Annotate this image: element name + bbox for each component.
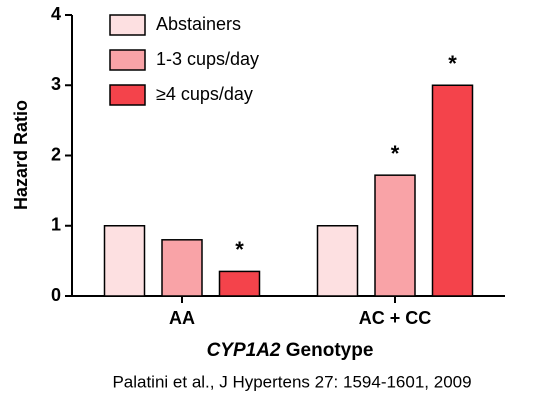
legend-label: 1-3 cups/day [156,49,259,69]
x-axis-label: CYP1A2 Genotype [207,340,374,361]
y-tick-label: 0 [51,285,61,305]
x-axis-label-gene: CYP1A2 [207,340,281,361]
legend-label: Abstainers [156,14,241,34]
y-tick-label: 2 [51,144,61,164]
bar [316,225,359,297]
legend-swatch [109,84,146,106]
legend-swatch [109,14,146,36]
bar [161,239,203,297]
y-tick-label: 4 [51,4,61,24]
legend-swatch [109,49,146,71]
y-tick-label: 1 [51,215,61,235]
annotation: * [235,237,244,262]
annotation: * [448,51,457,76]
annotation: * [391,141,400,166]
x-tick-label: AC + CC [359,308,432,328]
y-tick-label: 3 [51,74,61,94]
bar [431,84,474,297]
bar [103,225,146,297]
bar [374,174,416,297]
legend-label: ≥4 cups/day [156,84,253,104]
x-tick-label: AA [169,308,195,328]
y-axis-label: Hazard Ratio [11,100,31,210]
source: Palatini et al., J Hypertens 27: 1594-16… [112,372,471,391]
x-axis-label-text: Genotype [286,340,374,361]
bar [218,270,261,297]
